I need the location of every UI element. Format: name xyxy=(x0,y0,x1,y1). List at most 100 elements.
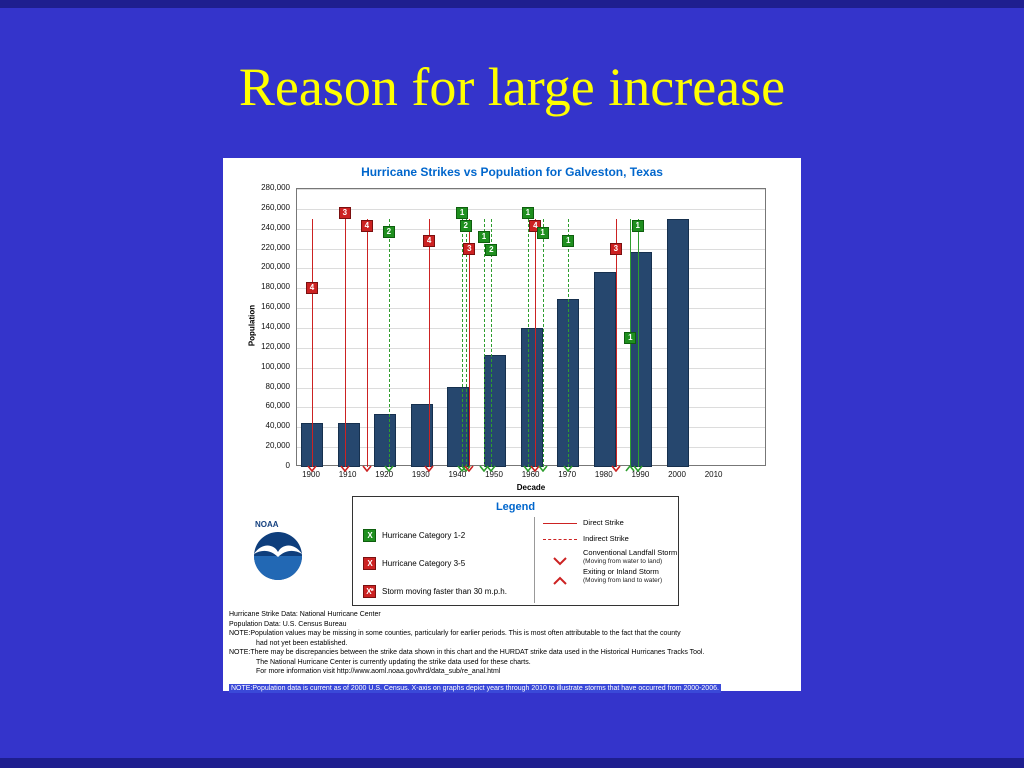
strike-badge-1970: 1 xyxy=(562,234,575,247)
x-tick-label: 1990 xyxy=(631,470,650,479)
slide-bottom-edge xyxy=(0,758,1024,768)
noaa-sea xyxy=(254,556,302,580)
slide-top-edge xyxy=(0,0,1024,8)
strike-badge-1987: 1 xyxy=(624,331,637,344)
x-tick-label: 1910 xyxy=(338,470,357,479)
legend-item-label: Storm moving faster than 30 m.p.h. xyxy=(382,586,507,596)
legend-item-sublabel: (Moving from water to land) xyxy=(583,557,663,565)
landfall-arrow-icon-1915 xyxy=(362,459,372,473)
y-tick-label: 140,000 xyxy=(261,322,290,331)
y-tick-label: 160,000 xyxy=(261,302,290,312)
x-tick-label: 2000 xyxy=(668,470,686,479)
strike-badge-1943: 3 xyxy=(463,242,476,255)
landfall-arrow-icon-1943 xyxy=(464,459,475,473)
strike-line-1949 xyxy=(491,218,493,467)
landfall-arrow-icon-1963 xyxy=(537,459,548,473)
landfall-arrow-icon-1921 xyxy=(384,459,394,473)
y-tick-label: 240,000 xyxy=(261,222,290,232)
bar-1980 xyxy=(593,272,616,467)
note-line: NOTE:Population values may be missing in… xyxy=(229,630,681,637)
chevron-down-icon xyxy=(543,553,577,565)
landfall-arrow-icon-1909 xyxy=(340,459,350,473)
red-x-star-box-icon: X* xyxy=(363,584,376,598)
slide-title: Reason for large increase xyxy=(238,57,786,117)
landfall-arrow-icon-1949 xyxy=(486,459,496,473)
y-tick-label: 120,000 xyxy=(261,341,290,351)
landfall-arrow-icon-1942 xyxy=(461,459,471,473)
gridline xyxy=(297,308,765,310)
x-tick-label: 1980 xyxy=(594,470,613,479)
strike-badge-1983: 3 xyxy=(609,242,622,255)
bar-1960 xyxy=(520,328,543,467)
footer-notes: Hurricane Strike Data: National Hurrican… xyxy=(229,610,797,695)
gridline xyxy=(297,288,765,290)
x-tick-label: 2010 xyxy=(704,470,723,479)
strike-line-1970 xyxy=(568,218,570,467)
strike-badge-1959: 1 xyxy=(521,206,534,219)
bar-1930 xyxy=(410,403,433,467)
note-line: Population Data: U.S. Census Bureau xyxy=(229,620,347,628)
legend-item-label: Conventional Landfall Storm xyxy=(583,548,678,557)
legend-item-category-3-5: X Hurricane Category 3-5 xyxy=(363,549,531,577)
x-tick-label: 1920 xyxy=(375,470,394,479)
strike-line-1959 xyxy=(527,218,529,467)
strike-line-1900 xyxy=(312,218,313,467)
x-axis-title: Decade xyxy=(516,483,546,492)
legend-item-label: Hurricane Category 3-5 xyxy=(382,558,466,568)
strike-line-1921 xyxy=(388,218,390,467)
legend-title: Legend xyxy=(495,501,536,513)
note-line: had not yet been established. xyxy=(256,639,348,647)
strike-badge-1909: 3 xyxy=(338,206,351,219)
strike-line-1932 xyxy=(429,218,431,467)
landfall-arrow-icon-1983 xyxy=(611,459,621,473)
legend-item-label: Direct Strike xyxy=(583,518,624,528)
x-tick-label: 1970 xyxy=(558,470,577,479)
landfall-arrow-icon-1932 xyxy=(424,459,434,473)
legend-line-column: Direct Strike Indirect Strike Convention… xyxy=(534,517,678,603)
y-tick-label: 0 xyxy=(285,461,290,470)
legend-symbol-column: X Hurricane Category 1-2 X Hurricane Cat… xyxy=(363,521,531,605)
landfall-arrow-icon-1959 xyxy=(523,459,533,473)
y-tick-label: 80,000 xyxy=(265,381,290,391)
y-tick-label: 20,000 xyxy=(265,441,290,451)
bar-2000 xyxy=(667,218,689,467)
gridline xyxy=(297,268,765,270)
y-tick-label: 280,000 xyxy=(261,183,290,192)
noaa-logo-text: NOAA xyxy=(255,520,279,529)
strike-badge-1915: 4 xyxy=(360,219,373,232)
x-tick-label: 1960 xyxy=(521,470,540,479)
legend-item-label: Exiting or Inland Storm xyxy=(583,567,659,576)
strike-line-1983 xyxy=(615,218,617,467)
x-tick-label: 1950 xyxy=(485,470,503,479)
landfall-arrow-icon-1961 xyxy=(530,459,540,473)
note-line: NOTE:There may be discrepancies between … xyxy=(229,649,705,656)
strike-badge-1942: 2 xyxy=(459,219,472,232)
bar-1990 xyxy=(630,251,653,467)
legend-item-fast-storm: X* Storm moving faster than 30 m.p.h. xyxy=(363,577,531,605)
strike-badge-1941: 1 xyxy=(456,206,469,219)
noaa-logo: NOAA xyxy=(254,520,302,580)
legend-item-conventional-landfall: Conventional Landfall Storm (Moving from… xyxy=(543,548,678,565)
strike-line-1915 xyxy=(366,218,368,467)
y-tick-label: 180,000 xyxy=(261,282,290,292)
strike-badge-1949: 2 xyxy=(485,243,498,256)
strike-badge-1932: 4 xyxy=(423,234,436,247)
red-dashed-line-icon xyxy=(543,539,577,540)
landfall-arrow-icon-1900 xyxy=(307,459,317,473)
strike-line-1947 xyxy=(484,218,485,467)
gridline xyxy=(297,189,765,190)
note-line: Hurricane Strike Data: National Hurrican… xyxy=(229,611,381,618)
red-solid-line-icon xyxy=(543,523,577,524)
strike-line-1943 xyxy=(469,218,471,467)
y-tick-label: 220,000 xyxy=(261,242,290,252)
legend-item-category-1-2: X Hurricane Category 1-2 xyxy=(363,521,531,549)
green-x-box-icon: X xyxy=(363,528,376,542)
y-tick-label: 40,000 xyxy=(265,421,290,431)
note-line-highlighted: NOTE:Population data is current as of 20… xyxy=(229,683,721,693)
y-tick-label: 200,000 xyxy=(261,262,290,272)
legend-box: Legend X Hurricane Category 1-2 X Hurric… xyxy=(352,496,679,606)
gridline xyxy=(297,248,765,250)
strike-line-1961 xyxy=(535,218,537,467)
